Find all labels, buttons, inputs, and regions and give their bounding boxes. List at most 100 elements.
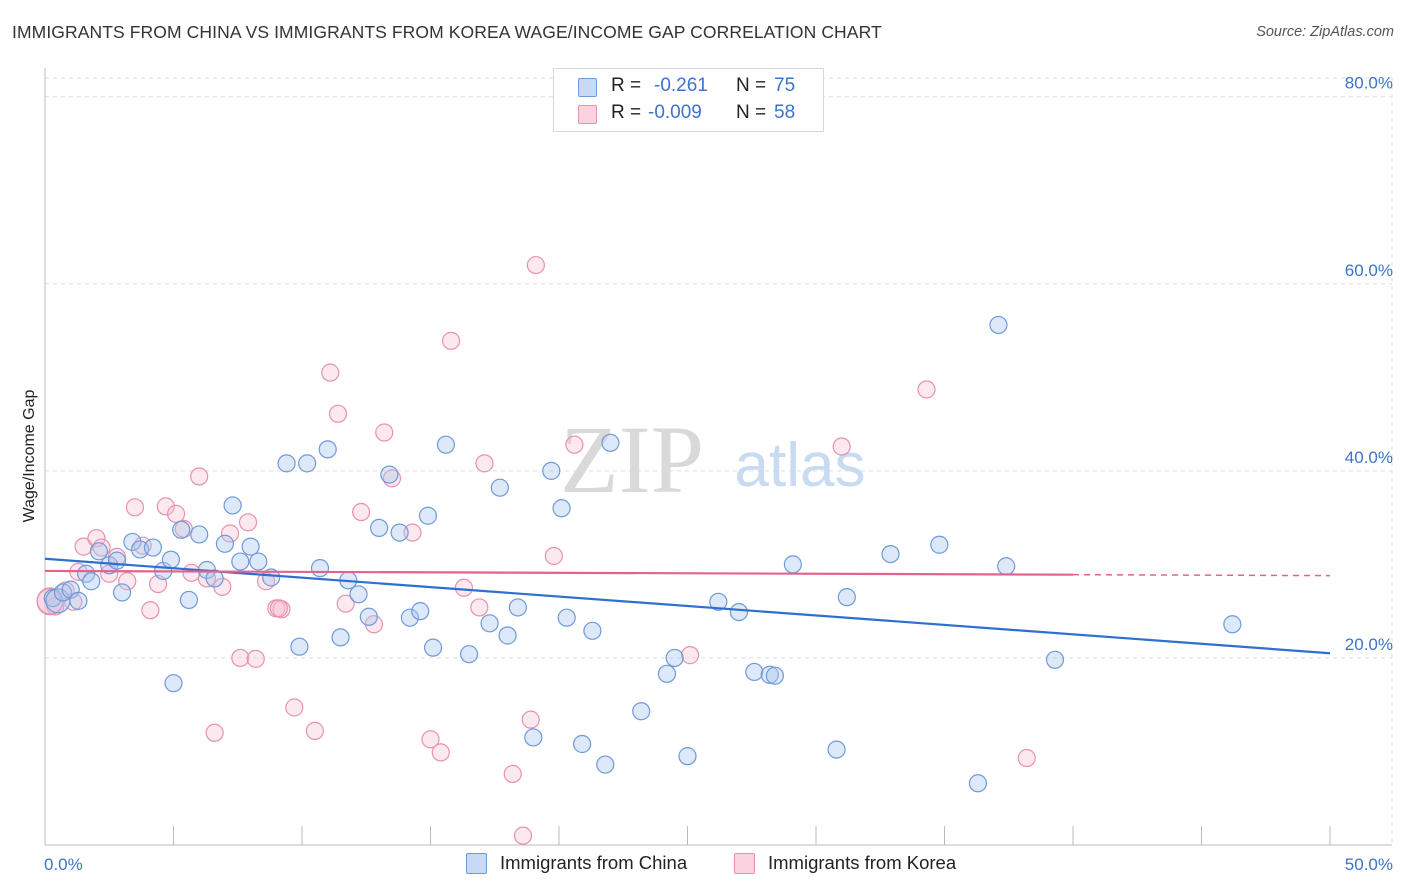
watermark-atlas: atlas bbox=[735, 431, 866, 500]
legend-n-value-china: 75 bbox=[774, 75, 796, 96]
korea-point bbox=[328, 404, 348, 423]
china-point bbox=[745, 662, 764, 682]
korea-point bbox=[336, 594, 355, 613]
bottom-legend-label-korea: Immigrants from Korea bbox=[768, 852, 957, 873]
y-tick-label: 20.0% bbox=[1345, 635, 1393, 654]
korea-point bbox=[352, 502, 371, 522]
korea-point bbox=[503, 764, 522, 784]
china-point bbox=[729, 602, 749, 622]
china-point bbox=[1223, 615, 1242, 634]
china-point bbox=[400, 608, 420, 627]
china-point bbox=[709, 592, 728, 611]
china-point bbox=[596, 755, 615, 774]
x-tick-label-max: 50.0% bbox=[1345, 855, 1393, 874]
china-point bbox=[89, 542, 109, 561]
korea-point bbox=[375, 423, 394, 442]
china-point bbox=[112, 583, 132, 602]
legend-r-value-china: -0.261 bbox=[654, 75, 708, 96]
china-point bbox=[164, 674, 183, 693]
china-point bbox=[190, 525, 209, 544]
china-point bbox=[390, 523, 409, 542]
axes-layer bbox=[44, 68, 1392, 846]
china-point bbox=[997, 557, 1016, 576]
china-point bbox=[583, 621, 602, 640]
korea-point bbox=[166, 504, 186, 523]
bottom-legend-label-china: Immigrants from China bbox=[500, 852, 688, 873]
china-point bbox=[524, 728, 543, 747]
china-points bbox=[43, 315, 1242, 793]
china-point bbox=[573, 734, 592, 754]
china-point bbox=[298, 454, 317, 473]
china-point bbox=[411, 602, 430, 621]
bottom-legend-swatch-korea bbox=[734, 853, 755, 874]
china-point bbox=[968, 774, 988, 793]
korea-point bbox=[125, 498, 145, 517]
china-point bbox=[552, 499, 571, 518]
china-point bbox=[657, 664, 677, 683]
china-point bbox=[678, 747, 697, 766]
china-point bbox=[143, 538, 163, 557]
korea-points bbox=[36, 255, 1036, 845]
korea-point bbox=[321, 363, 340, 382]
korea-point bbox=[190, 467, 209, 486]
korea-point bbox=[238, 513, 258, 532]
china-point bbox=[241, 537, 260, 556]
korea-point bbox=[470, 598, 489, 617]
china-point bbox=[161, 550, 181, 569]
korea-trend-line-extension bbox=[1072, 573, 1331, 577]
china-point bbox=[557, 608, 576, 627]
china-point bbox=[1045, 650, 1065, 669]
china-point bbox=[760, 665, 779, 684]
china-point bbox=[783, 555, 802, 574]
korea-point bbox=[441, 331, 461, 350]
china-point bbox=[359, 607, 378, 626]
china-point bbox=[765, 666, 784, 685]
y-tick-label: 80.0% bbox=[1345, 74, 1393, 93]
korea-point bbox=[544, 546, 563, 566]
korea-trend-line bbox=[44, 569, 1074, 576]
x-tick-label-min: 0.0% bbox=[44, 855, 83, 874]
korea-point bbox=[565, 435, 584, 454]
korea-point bbox=[917, 380, 936, 399]
legend-swatch-china bbox=[578, 78, 597, 97]
china-point bbox=[665, 648, 684, 668]
china-point bbox=[318, 440, 337, 459]
y-tick-label: 40.0% bbox=[1345, 448, 1393, 467]
korea-point bbox=[182, 563, 201, 582]
korea-point bbox=[305, 721, 324, 740]
legend-r-label-china: R = bbox=[611, 75, 642, 96]
china-point bbox=[837, 588, 856, 607]
korea-point bbox=[454, 578, 474, 597]
korea-point bbox=[246, 649, 265, 668]
china-point bbox=[215, 534, 234, 553]
china-point bbox=[290, 637, 309, 656]
china-point bbox=[490, 478, 509, 497]
korea-point bbox=[431, 743, 450, 762]
china-point bbox=[277, 454, 296, 473]
china-point bbox=[542, 461, 561, 480]
chart-source: Source: ZipAtlas.com bbox=[1256, 24, 1394, 40]
korea-point bbox=[526, 255, 545, 275]
china-point bbox=[827, 740, 846, 759]
trend-layer bbox=[44, 557, 1331, 655]
korea-point bbox=[475, 454, 494, 473]
china-point bbox=[436, 435, 456, 454]
korea-point bbox=[421, 730, 440, 749]
china-point bbox=[69, 591, 88, 610]
korea-point bbox=[521, 710, 540, 729]
china-point bbox=[349, 585, 368, 604]
china-point bbox=[205, 569, 224, 588]
china-point bbox=[82, 572, 101, 591]
china-point bbox=[498, 626, 517, 645]
korea-point bbox=[269, 599, 288, 618]
bottom-legend-swatch-china bbox=[466, 853, 487, 874]
watermark-zip: ZIP bbox=[560, 406, 704, 513]
china-point bbox=[459, 645, 479, 664]
watermark: ZIP atlas bbox=[560, 406, 865, 513]
china-point bbox=[881, 545, 900, 564]
korea-point bbox=[680, 646, 700, 665]
china-point bbox=[107, 551, 127, 570]
korea-point bbox=[285, 698, 304, 717]
china-point bbox=[632, 702, 651, 721]
